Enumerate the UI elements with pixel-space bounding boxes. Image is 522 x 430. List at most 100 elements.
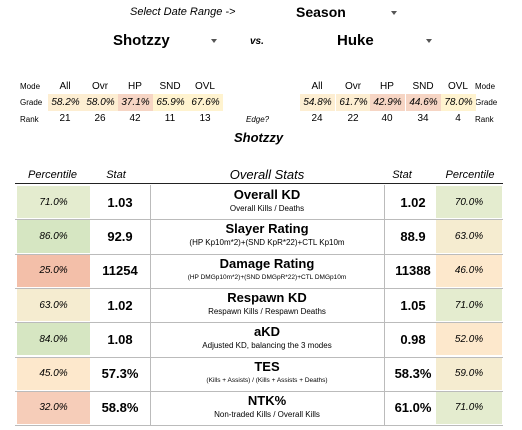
rank-row-label: Rank — [20, 115, 39, 124]
right-stat-cell: 88.9 — [400, 228, 426, 244]
stat-formula: Respawn Kills / Respawn Deaths — [208, 306, 326, 316]
season-dropdown[interactable]: Season — [296, 4, 346, 20]
chevron-down-icon[interactable] — [426, 39, 432, 43]
stat-title: aKD — [253, 324, 280, 340]
stat-formula: Non-traded Kills / Overall Kills — [214, 409, 320, 419]
mode-row-label: Mode — [20, 82, 41, 91]
mode-header: SND — [412, 81, 434, 92]
rank-cell: 4 — [455, 113, 461, 124]
left-stat-cell: 1.03 — [107, 194, 133, 210]
rank-cell: 21 — [59, 113, 71, 124]
rank-cell: 24 — [311, 113, 323, 124]
left-percentile-cell: 25.0% — [17, 254, 90, 287]
right-percentile-cell: 63.0% — [436, 220, 502, 253]
edge-player: Shotzzy — [234, 130, 284, 145]
stat-row: 71.0% 1.03 Overall KD Overall Kills / Death… — [15, 185, 503, 219]
stat-title: TES — [254, 358, 280, 374]
rank-cell: 42 — [129, 113, 141, 124]
right-stat-cell: 58.3% — [394, 366, 432, 382]
date-range-label: Select Date Range -> — [130, 6, 236, 18]
edge-label: Edge? — [246, 115, 270, 124]
stat-description: Respawn KD Respawn Kills / Respawn Deaths — [150, 288, 384, 322]
grade-cell: 78.0% — [441, 94, 476, 111]
right-percentile-cell: 46.0% — [436, 254, 502, 287]
rank-row-label: Rank — [475, 115, 494, 124]
grade-cell: 61.7% — [336, 94, 371, 111]
rank-cell: 40 — [381, 113, 393, 124]
stat-title: Slayer Rating — [225, 221, 309, 237]
mode-header: HP — [380, 81, 394, 92]
left-stat-cell: 92.9 — [107, 228, 133, 244]
left-stat-header: Stat — [106, 169, 126, 181]
stat-description: Overall KD Overall Kills / Deaths — [150, 185, 384, 219]
left-stat-cell: 1.02 — [107, 297, 133, 313]
left-stat-cell: 1.08 — [107, 331, 133, 347]
grade-row-label: Grade — [20, 98, 43, 107]
rank-cell: 13 — [199, 113, 211, 124]
left-percentile-header: Percentile — [28, 169, 77, 181]
stat-row: 63.0% 1.02 Respawn KD Respawn Kills / Respa… — [15, 288, 503, 322]
mode-header: All — [311, 81, 323, 92]
stat-description: TES (Kills + Assists) / (Kills + Assists … — [150, 357, 384, 391]
left-percentile-cell: 71.0% — [17, 186, 90, 219]
stat-row: 32.0% 58.8% NTK% Non-traded Kills / Overall… — [15, 391, 503, 425]
mode-header: Ovr — [344, 81, 362, 92]
mode-header: OVL — [447, 81, 468, 92]
left-percentile-cell: 86.0% — [17, 220, 90, 253]
stat-formula: (HP DMGp10m*2)+(SND DMGpR*22)+CTL DMGp10… — [187, 273, 347, 281]
right-stat-header: Stat — [392, 169, 412, 181]
grade-cell: 42.9% — [370, 94, 405, 111]
mode-row-label: Mode — [475, 82, 496, 91]
left-percentile-cell: 45.0% — [17, 357, 90, 390]
right-percentile-cell: 59.0% — [436, 357, 502, 390]
left-percentile-cell: 32.0% — [17, 391, 90, 425]
stat-formula: Overall Kills / Deaths — [229, 204, 305, 213]
stat-row: 45.0% 57.3% TES (Kills + Assists) / (Kills … — [15, 357, 503, 391]
right-percentile-cell: 71.0% — [436, 288, 502, 322]
right-stat-cell: 61.0% — [394, 400, 432, 416]
stat-title: Overall KD — [233, 187, 301, 202]
overall-stats-header: Overall Stats — [229, 167, 305, 182]
rank-cell: 22 — [347, 113, 359, 124]
grade-cell: 37.1% — [118, 94, 153, 111]
stat-title: Respawn KD — [227, 289, 307, 305]
mode-header: SND — [159, 81, 181, 92]
right-stat-cell: 1.05 — [400, 297, 426, 313]
stat-formula: (Kills + Assists) / (Kills + Assists + D… — [206, 376, 328, 384]
grade-cell: 67.6% — [188, 94, 223, 111]
grade-row-label: Grade — [475, 98, 498, 107]
stat-description: NTK% Non-traded Kills / Overall Kills — [150, 391, 384, 425]
stat-description: Slayer Rating (HP Kp10m*2)+(SND KpR*22)+C… — [150, 219, 384, 253]
mode-header: All — [59, 81, 71, 92]
right-stat-cell: 0.98 — [400, 331, 426, 347]
right-stat-cell: 1.02 — [400, 194, 426, 210]
right-percentile-header: Percentile — [445, 169, 495, 181]
stat-row: 86.0% 92.9 Slayer Rating (HP Kp10m*2)+(SND … — [15, 219, 503, 253]
right-percentile-cell: 52.0% — [436, 323, 502, 356]
stat-title: NTK% — [247, 392, 287, 408]
right-percentile-cell: 71.0% — [436, 391, 502, 425]
chevron-down-icon[interactable] — [211, 39, 217, 43]
right-stat-cell: 11388 — [395, 263, 431, 279]
vs-label: vs. — [250, 36, 264, 47]
stat-row: 84.0% 1.08 aKD Adjusted KD, balancing the 3… — [15, 322, 503, 356]
stat-description: aKD Adjusted KD, balancing the 3 modes — [150, 322, 384, 356]
mode-header: HP — [128, 81, 142, 92]
left-stat-cell: 57.3% — [101, 366, 139, 382]
mode-header: Ovr — [91, 81, 109, 92]
grade-cell: 58.0% — [83, 94, 118, 111]
rank-cell: 26 — [94, 113, 106, 124]
stat-title: Damage Rating — [219, 255, 315, 271]
player2-dropdown[interactable]: Huke — [337, 32, 374, 49]
player1-dropdown[interactable]: Shotzzy — [113, 32, 170, 49]
chevron-down-icon[interactable] — [391, 11, 397, 15]
stat-formula: Adjusted KD, balancing the 3 modes — [202, 341, 332, 351]
stat-formula: (HP Kp10m*2)+(SND KpR*22)+CTL Kp10m — [189, 238, 345, 248]
grade-cell: 54.8% — [300, 94, 335, 111]
grade-cell: 44.6% — [406, 94, 441, 111]
left-percentile-cell: 84.0% — [17, 323, 90, 356]
rank-cell: 34 — [417, 113, 429, 124]
left-stat-cell: 11254 — [102, 263, 138, 279]
grade-cell: 65.9% — [153, 94, 188, 111]
grade-cell: 58.2% — [48, 94, 83, 111]
